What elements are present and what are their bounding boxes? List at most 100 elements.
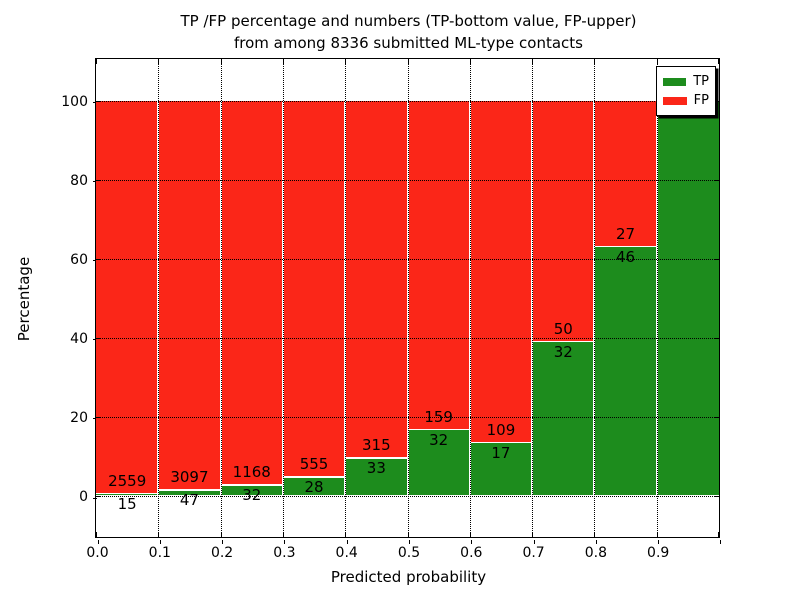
bar-boundary-edge [532, 340, 595, 343]
x-tick-mark [222, 539, 224, 544]
x-gridline [158, 59, 160, 537]
y-tick-label: 80 [70, 172, 88, 189]
x-tick-mark [284, 539, 286, 544]
y-tick-mark [714, 100, 719, 102]
x-tick-label: 0.3 [273, 545, 296, 561]
y-tick-mark [92, 418, 97, 420]
y-tick-mark [92, 339, 97, 341]
bar-fp-segment [282, 100, 346, 477]
bar-tp-segment [282, 477, 346, 496]
x-tick-mark [532, 59, 534, 64]
x-tick-label: 0.6 [460, 545, 483, 561]
chart-title-line1: TP /FP percentage and numbers (TP-bottom… [180, 12, 637, 30]
legend-entry-tp: TP [663, 72, 709, 91]
bar-fp-segment [158, 100, 221, 491]
fp-count-label: 315 [362, 436, 391, 455]
bar-fp-segment [220, 100, 283, 486]
y-tick-mark [96, 258, 101, 260]
y-tick-label: 100 [61, 93, 88, 110]
bar-boundary-edge [220, 484, 283, 487]
legend-label-fp: FP [693, 93, 709, 108]
x-tick-mark [532, 532, 534, 537]
legend: TP FP [656, 66, 716, 116]
x-tick-label: 0.5 [397, 545, 421, 561]
bar-tp-segment [469, 442, 533, 496]
legend-label-tp: TP [693, 74, 709, 89]
tp-count-label: 32 [429, 430, 449, 449]
x-tick-mark [409, 539, 410, 544]
y-tick-mark [714, 258, 719, 260]
x-gridline [532, 59, 534, 537]
bar-fp-segment [407, 100, 470, 430]
bar-fp-segment [469, 100, 533, 443]
x-tick-mark [718, 59, 719, 64]
x-tick-mark [220, 59, 222, 64]
bar-tp-segment [220, 485, 283, 496]
x-tick-mark [282, 532, 284, 537]
bar-boundary-edge [158, 489, 221, 491]
tp-count-label: 47 [179, 491, 199, 510]
x-tick-label: 0.1 [148, 545, 171, 561]
fp-color-swatch-icon [663, 96, 687, 105]
y-tick-mark [92, 102, 97, 103]
bar-tp-segment [656, 100, 719, 496]
y-tick-mark [714, 496, 719, 497]
fp-count-label: 109 [486, 420, 516, 439]
legend-entry-fp: FP [663, 91, 709, 110]
chart-title: TP /FP percentage and numbers (TP-bottom… [97, 10, 720, 54]
x-tick-label: 0.7 [522, 545, 545, 561]
x-gridline [594, 59, 596, 537]
fp-count-label: 50 [553, 319, 573, 338]
fp-count-label: 3097 [170, 468, 209, 487]
x-gridline [469, 59, 471, 537]
x-gridline [407, 59, 409, 537]
bar-tp-segment [96, 493, 159, 496]
x-tick-mark [220, 532, 222, 537]
x-tick-label: 0.0 [86, 545, 109, 561]
tp-count-label: 46 [616, 247, 636, 266]
tp-color-swatch-icon [663, 77, 687, 86]
bar-boundary-edge [282, 476, 346, 478]
x-axis-label: Predicted probability [330, 568, 487, 586]
tp-count-label: 32 [553, 342, 573, 361]
bar-fp-segment [96, 100, 159, 494]
y-tick-mark [714, 337, 719, 339]
x-tick-mark [407, 532, 409, 537]
x-tick-mark [533, 539, 535, 544]
x-gridline [656, 59, 658, 537]
tp-count-label: 33 [366, 459, 386, 478]
x-tick-mark [346, 539, 348, 544]
bar-boundary-edge [594, 245, 657, 248]
y-tick-mark [92, 497, 97, 499]
x-tick-mark [158, 532, 160, 537]
bar-tp-segment [532, 341, 595, 496]
y-tick-label: 20 [70, 409, 88, 426]
y-tick-mark [96, 416, 101, 418]
tp-count-label: 17 [491, 443, 511, 462]
x-tick-mark [656, 59, 658, 64]
y-tick-mark [714, 179, 719, 181]
bar-tp-segment [158, 490, 221, 496]
x-tick-label: 0.9 [647, 545, 670, 561]
x-tick-mark [97, 539, 99, 544]
y-tick-mark [96, 496, 101, 497]
y-tick-mark [92, 181, 97, 183]
x-gridline [345, 59, 347, 537]
bar-tp-segment [407, 429, 470, 496]
y-tick-mark [96, 100, 101, 102]
x-tick-mark [594, 59, 596, 64]
fp-count-label: 27 [616, 224, 636, 243]
x-tick-mark [96, 532, 97, 537]
bar-tp-segment [594, 246, 657, 496]
bar-tp-segment [345, 458, 408, 496]
bar-fp-segment [345, 100, 408, 459]
bar-boundary-edge [345, 457, 408, 460]
tp-count-label: 28 [304, 478, 324, 496]
bar-boundary-edge [407, 428, 470, 431]
x-tick-mark [469, 59, 471, 64]
x-tick-mark [658, 539, 660, 544]
x-tick-mark [345, 59, 347, 64]
x-gridline [282, 59, 284, 537]
x-gridline [220, 59, 222, 537]
